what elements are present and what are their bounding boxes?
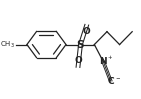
Text: $^+$: $^+$ bbox=[106, 55, 113, 64]
Text: CH$_3$: CH$_3$ bbox=[0, 39, 15, 50]
Text: C: C bbox=[107, 77, 114, 86]
Text: N: N bbox=[99, 57, 107, 66]
Text: O: O bbox=[74, 56, 82, 65]
Text: $^-$: $^-$ bbox=[114, 75, 121, 84]
Text: O: O bbox=[83, 27, 91, 36]
Text: S: S bbox=[77, 40, 84, 50]
